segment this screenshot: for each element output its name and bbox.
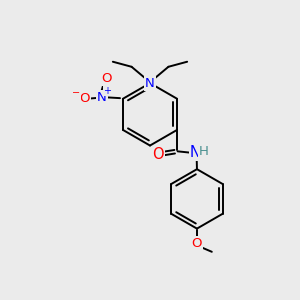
- Text: O: O: [79, 92, 90, 105]
- Text: O: O: [101, 72, 111, 85]
- Text: +: +: [103, 86, 112, 96]
- Text: N: N: [145, 76, 155, 90]
- Text: O: O: [192, 237, 202, 250]
- Text: N: N: [97, 91, 106, 104]
- Text: −: −: [72, 88, 80, 98]
- Text: O: O: [152, 147, 164, 162]
- Text: N: N: [190, 145, 201, 160]
- Text: H: H: [199, 145, 209, 158]
